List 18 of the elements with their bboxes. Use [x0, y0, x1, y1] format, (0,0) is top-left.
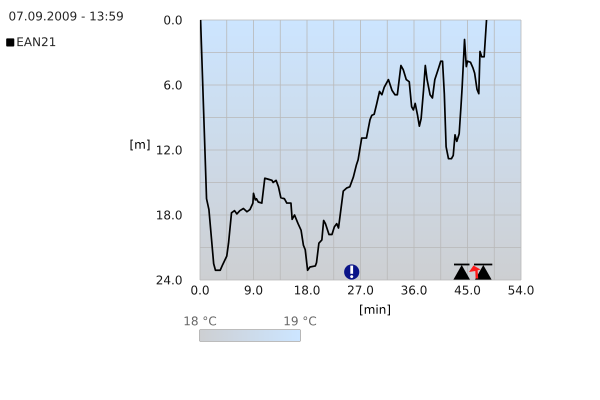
- y-axis-title: [m]: [130, 140, 150, 150]
- x-tick-label: 18.0: [294, 286, 320, 295]
- y-tick-label: 0.0: [164, 15, 182, 25]
- y-tick-label: 6.0: [164, 80, 182, 90]
- x-tick-label: 0.0: [191, 286, 209, 295]
- x-tick-label: 9.0: [244, 286, 262, 295]
- x-tick-label: 36.0: [402, 286, 427, 295]
- color-bar-label: 19 °C: [284, 316, 316, 326]
- x-axis-title: [min]: [360, 304, 390, 316]
- y-tick-label: 18.0: [157, 210, 182, 220]
- x-tick-label: 45.0: [454, 286, 480, 295]
- legend-label: EAN21: [17, 37, 56, 46]
- y-tick-label: 24.0: [156, 275, 182, 285]
- text: 07.09.2009 - 13:59: [9, 11, 123, 21]
- color-bar-label: 18 °C: [184, 316, 216, 326]
- y-tick-label: 12.0: [157, 145, 182, 155]
- x-tick-label: 54.0: [508, 286, 534, 295]
- x-tick-label: 27.0: [348, 286, 374, 295]
